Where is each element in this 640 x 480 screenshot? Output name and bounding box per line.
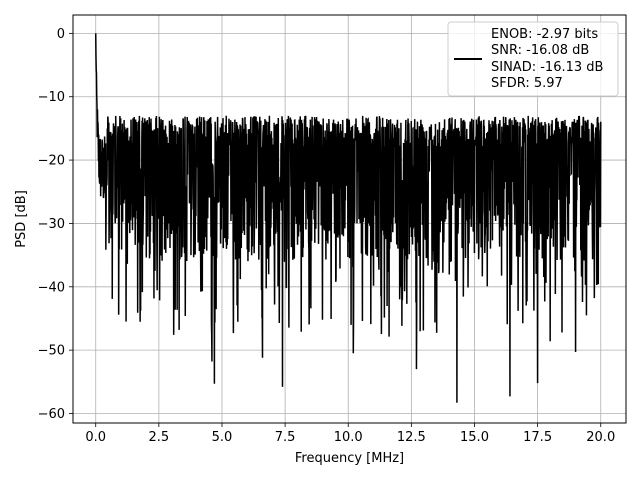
legend-line-enob: ENOB: -2.97 bits <box>491 27 598 42</box>
x-tick-label: 12.5 <box>397 430 426 445</box>
x-axis-ticks: 0.0 2.5 5.0 7.5 10.0 12.5 15.0 17.5 20.0 <box>85 423 615 445</box>
x-tick-label: 20.0 <box>586 430 615 445</box>
legend-line-sfdr: SFDR: 5.97 <box>491 76 563 91</box>
x-tick-label: 17.5 <box>523 430 552 445</box>
plot-frame <box>72 14 627 424</box>
y-axis-ticks: 0 −10 −20 −30 −40 −50 −60 <box>38 27 73 422</box>
y-axis-label: PSD [dB] <box>14 190 29 248</box>
y-tick-label: −30 <box>38 217 65 232</box>
x-tick-label: 0.0 <box>85 430 106 445</box>
x-tick-label: 7.5 <box>275 430 296 445</box>
x-tick-label: 15.0 <box>460 430 489 445</box>
x-tick-label: 5.0 <box>212 430 233 445</box>
y-tick-label: −20 <box>38 154 65 169</box>
y-tick-label: −60 <box>38 407 65 422</box>
legend: ENOB: -2.97 bits SNR: -16.08 dB SINAD: -… <box>447 21 619 97</box>
psd-series-line <box>94 33 602 403</box>
x-tick-label: 10.0 <box>334 430 363 445</box>
y-tick-label: −40 <box>38 280 65 295</box>
y-tick-label: −10 <box>38 90 65 105</box>
legend-line-snr: SNR: -16.08 dB <box>491 43 589 58</box>
legend-box <box>447 21 619 97</box>
x-axis-label: Frequency [MHz] <box>295 451 404 466</box>
plot-area <box>94 33 602 403</box>
x-tick-label: 2.5 <box>149 430 170 445</box>
y-tick-label: 0 <box>57 27 65 42</box>
legend-line-sinad: SINAD: -16.13 dB <box>491 60 603 75</box>
y-tick-label: −50 <box>38 344 65 359</box>
